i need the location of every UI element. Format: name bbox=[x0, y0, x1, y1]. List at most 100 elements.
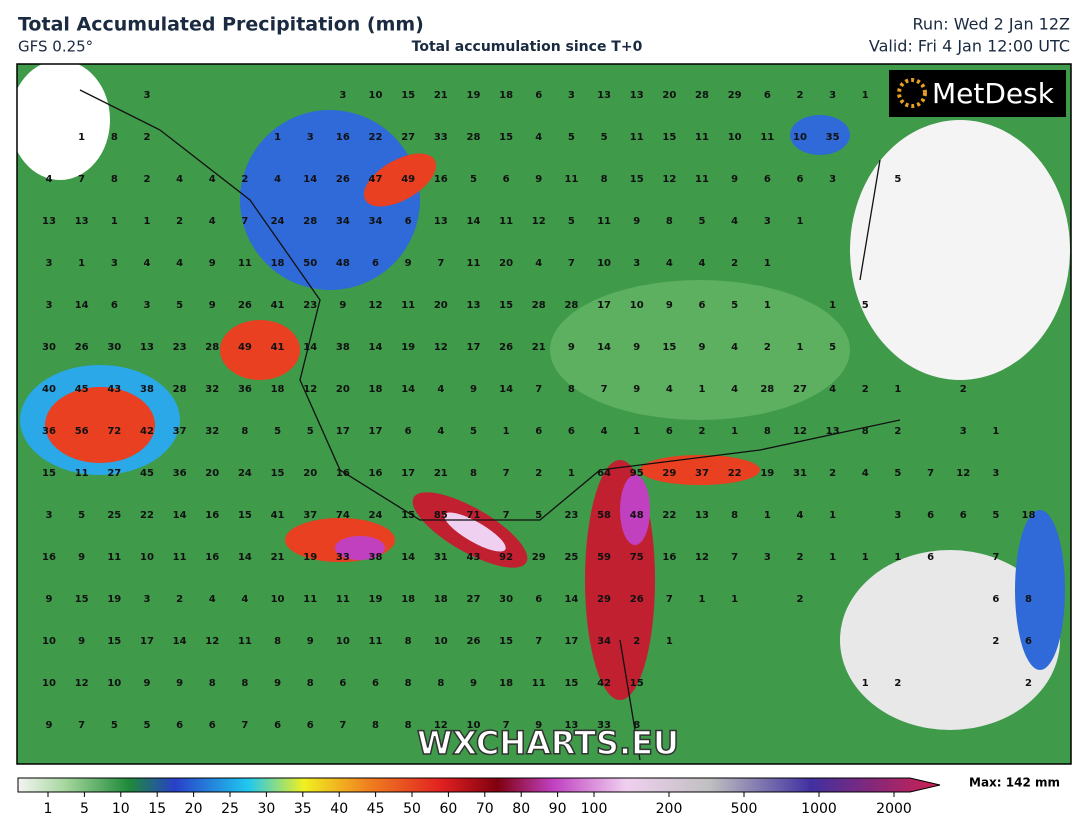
grid-value: 15 bbox=[238, 510, 252, 521]
grid-value: 3 bbox=[829, 174, 836, 185]
grid-value: 16 bbox=[336, 132, 350, 143]
map: 3 3 10 15 21 19 18 6 3 13 13 20 28 29 6 2 3 11 8 2 1 3 16 22 27 3… bbox=[17, 64, 1071, 764]
grid-value: 16 bbox=[205, 552, 219, 563]
grid-value: 8 bbox=[862, 426, 869, 437]
grid-value: 21 bbox=[434, 90, 448, 101]
grid-value: 15 bbox=[630, 678, 644, 689]
grid-value: 17 bbox=[336, 426, 350, 437]
grid-value: 9 bbox=[78, 636, 85, 647]
grid-value: 3 bbox=[143, 90, 150, 101]
grid-value: 12 bbox=[532, 216, 546, 227]
grid-value: 2 bbox=[829, 468, 836, 479]
grid-value: 5 bbox=[535, 510, 542, 521]
grid-value: 30 bbox=[499, 594, 513, 605]
grid-value: 28 bbox=[564, 300, 578, 311]
grid-value: 10 bbox=[466, 720, 480, 731]
grid-value: 1 bbox=[666, 636, 673, 647]
grid-value: 2 bbox=[796, 594, 803, 605]
grid-value: 10 bbox=[597, 258, 611, 269]
grid-value: 8 bbox=[241, 678, 248, 689]
dry-area bbox=[17, 64, 110, 180]
grid-value: 31 bbox=[793, 468, 807, 479]
grid-value: 38 bbox=[140, 384, 154, 395]
grid-value: 9 bbox=[339, 300, 346, 311]
colorbar-tick-label: 100 bbox=[581, 801, 608, 817]
grid-value: 13 bbox=[75, 216, 89, 227]
heavy-rain bbox=[363, 153, 437, 207]
grid-value: 15 bbox=[499, 132, 513, 143]
grid-value: 9 bbox=[46, 720, 53, 731]
grid-value: 6 bbox=[209, 720, 216, 731]
grid-value: 18 bbox=[499, 678, 513, 689]
grid-value: 6 bbox=[927, 510, 934, 521]
grid-value: 1 bbox=[78, 258, 85, 269]
grid-value: 2 bbox=[894, 426, 901, 437]
grid-value: 3 bbox=[46, 258, 53, 269]
grid-value: 42 bbox=[597, 678, 611, 689]
grid-value: 8 bbox=[111, 132, 118, 143]
grid-value: 9 bbox=[633, 384, 640, 395]
grid-value: 26 bbox=[466, 636, 480, 647]
grid-value: 15 bbox=[401, 90, 415, 101]
grid-value: 2 bbox=[1025, 678, 1032, 689]
grid-value: 22 bbox=[662, 510, 676, 521]
grid-value: 18 bbox=[271, 258, 285, 269]
grid-value: 43 bbox=[107, 384, 121, 395]
grid-value: 3 bbox=[764, 552, 771, 563]
grid-value: 33 bbox=[434, 132, 448, 143]
grid-value: 15 bbox=[42, 468, 56, 479]
grid-value: 16 bbox=[205, 510, 219, 521]
grid-value: 1 bbox=[862, 552, 869, 563]
grid-value: 5 bbox=[111, 720, 118, 731]
grid-value: 8 bbox=[209, 678, 216, 689]
grid-value: 18 bbox=[271, 384, 285, 395]
grid-value: 14 bbox=[466, 216, 480, 227]
grid-value: 19 bbox=[369, 594, 383, 605]
grid-value: 24 bbox=[238, 468, 252, 479]
grid-value: 48 bbox=[336, 258, 350, 269]
grid-value: 36 bbox=[238, 384, 252, 395]
grid-value: 19 bbox=[303, 552, 317, 563]
colorbar-tick-label: 45 bbox=[367, 801, 385, 817]
grid-value: 47 bbox=[369, 174, 383, 185]
grid-value: 12 bbox=[434, 720, 448, 731]
grid-value: 41 bbox=[271, 300, 285, 311]
grid-value: 9 bbox=[209, 258, 216, 269]
grid-value: 15 bbox=[499, 636, 513, 647]
grid-value: 9 bbox=[470, 384, 477, 395]
grid-value: 10 bbox=[42, 678, 56, 689]
grid-value: 15 bbox=[499, 300, 513, 311]
colorbar-tick-label: 60 bbox=[439, 801, 457, 817]
grid-value: 2 bbox=[143, 174, 150, 185]
grid-value: 7 bbox=[503, 468, 510, 479]
grid-value: 1 bbox=[862, 678, 869, 689]
grid-value: 50 bbox=[303, 258, 317, 269]
grid-value: 1 bbox=[829, 300, 836, 311]
grid-value: 16 bbox=[336, 468, 350, 479]
grid-value: 6 bbox=[568, 426, 575, 437]
grid-value: 7 bbox=[568, 258, 575, 269]
map-frame bbox=[16, 63, 1072, 765]
grid-value: 4 bbox=[437, 384, 444, 395]
grid-value: 6 bbox=[927, 552, 934, 563]
grid-value: 95 bbox=[630, 468, 644, 479]
grid-value: 9 bbox=[307, 636, 314, 647]
grid-value: 56 bbox=[75, 426, 89, 437]
grid-value: 4 bbox=[601, 426, 608, 437]
grid-value: 23 bbox=[564, 510, 578, 521]
grid-value: 32 bbox=[205, 384, 219, 395]
grid-value: 4 bbox=[862, 468, 869, 479]
grid-value: 9 bbox=[143, 678, 150, 689]
grid-value: 17 bbox=[466, 342, 480, 353]
grid-value: 11 bbox=[630, 132, 644, 143]
grid-value: 7 bbox=[437, 258, 444, 269]
grid-value: 30 bbox=[107, 342, 121, 353]
grid-value: 6 bbox=[796, 174, 803, 185]
rain-area bbox=[240, 110, 420, 290]
grid-value: 12 bbox=[369, 300, 383, 311]
grid-value: 20 bbox=[662, 90, 676, 101]
grid-value: 1 bbox=[829, 552, 836, 563]
grid-value: 14 bbox=[173, 636, 187, 647]
grid-value: 4 bbox=[731, 342, 738, 353]
grid-value: 16 bbox=[369, 468, 383, 479]
